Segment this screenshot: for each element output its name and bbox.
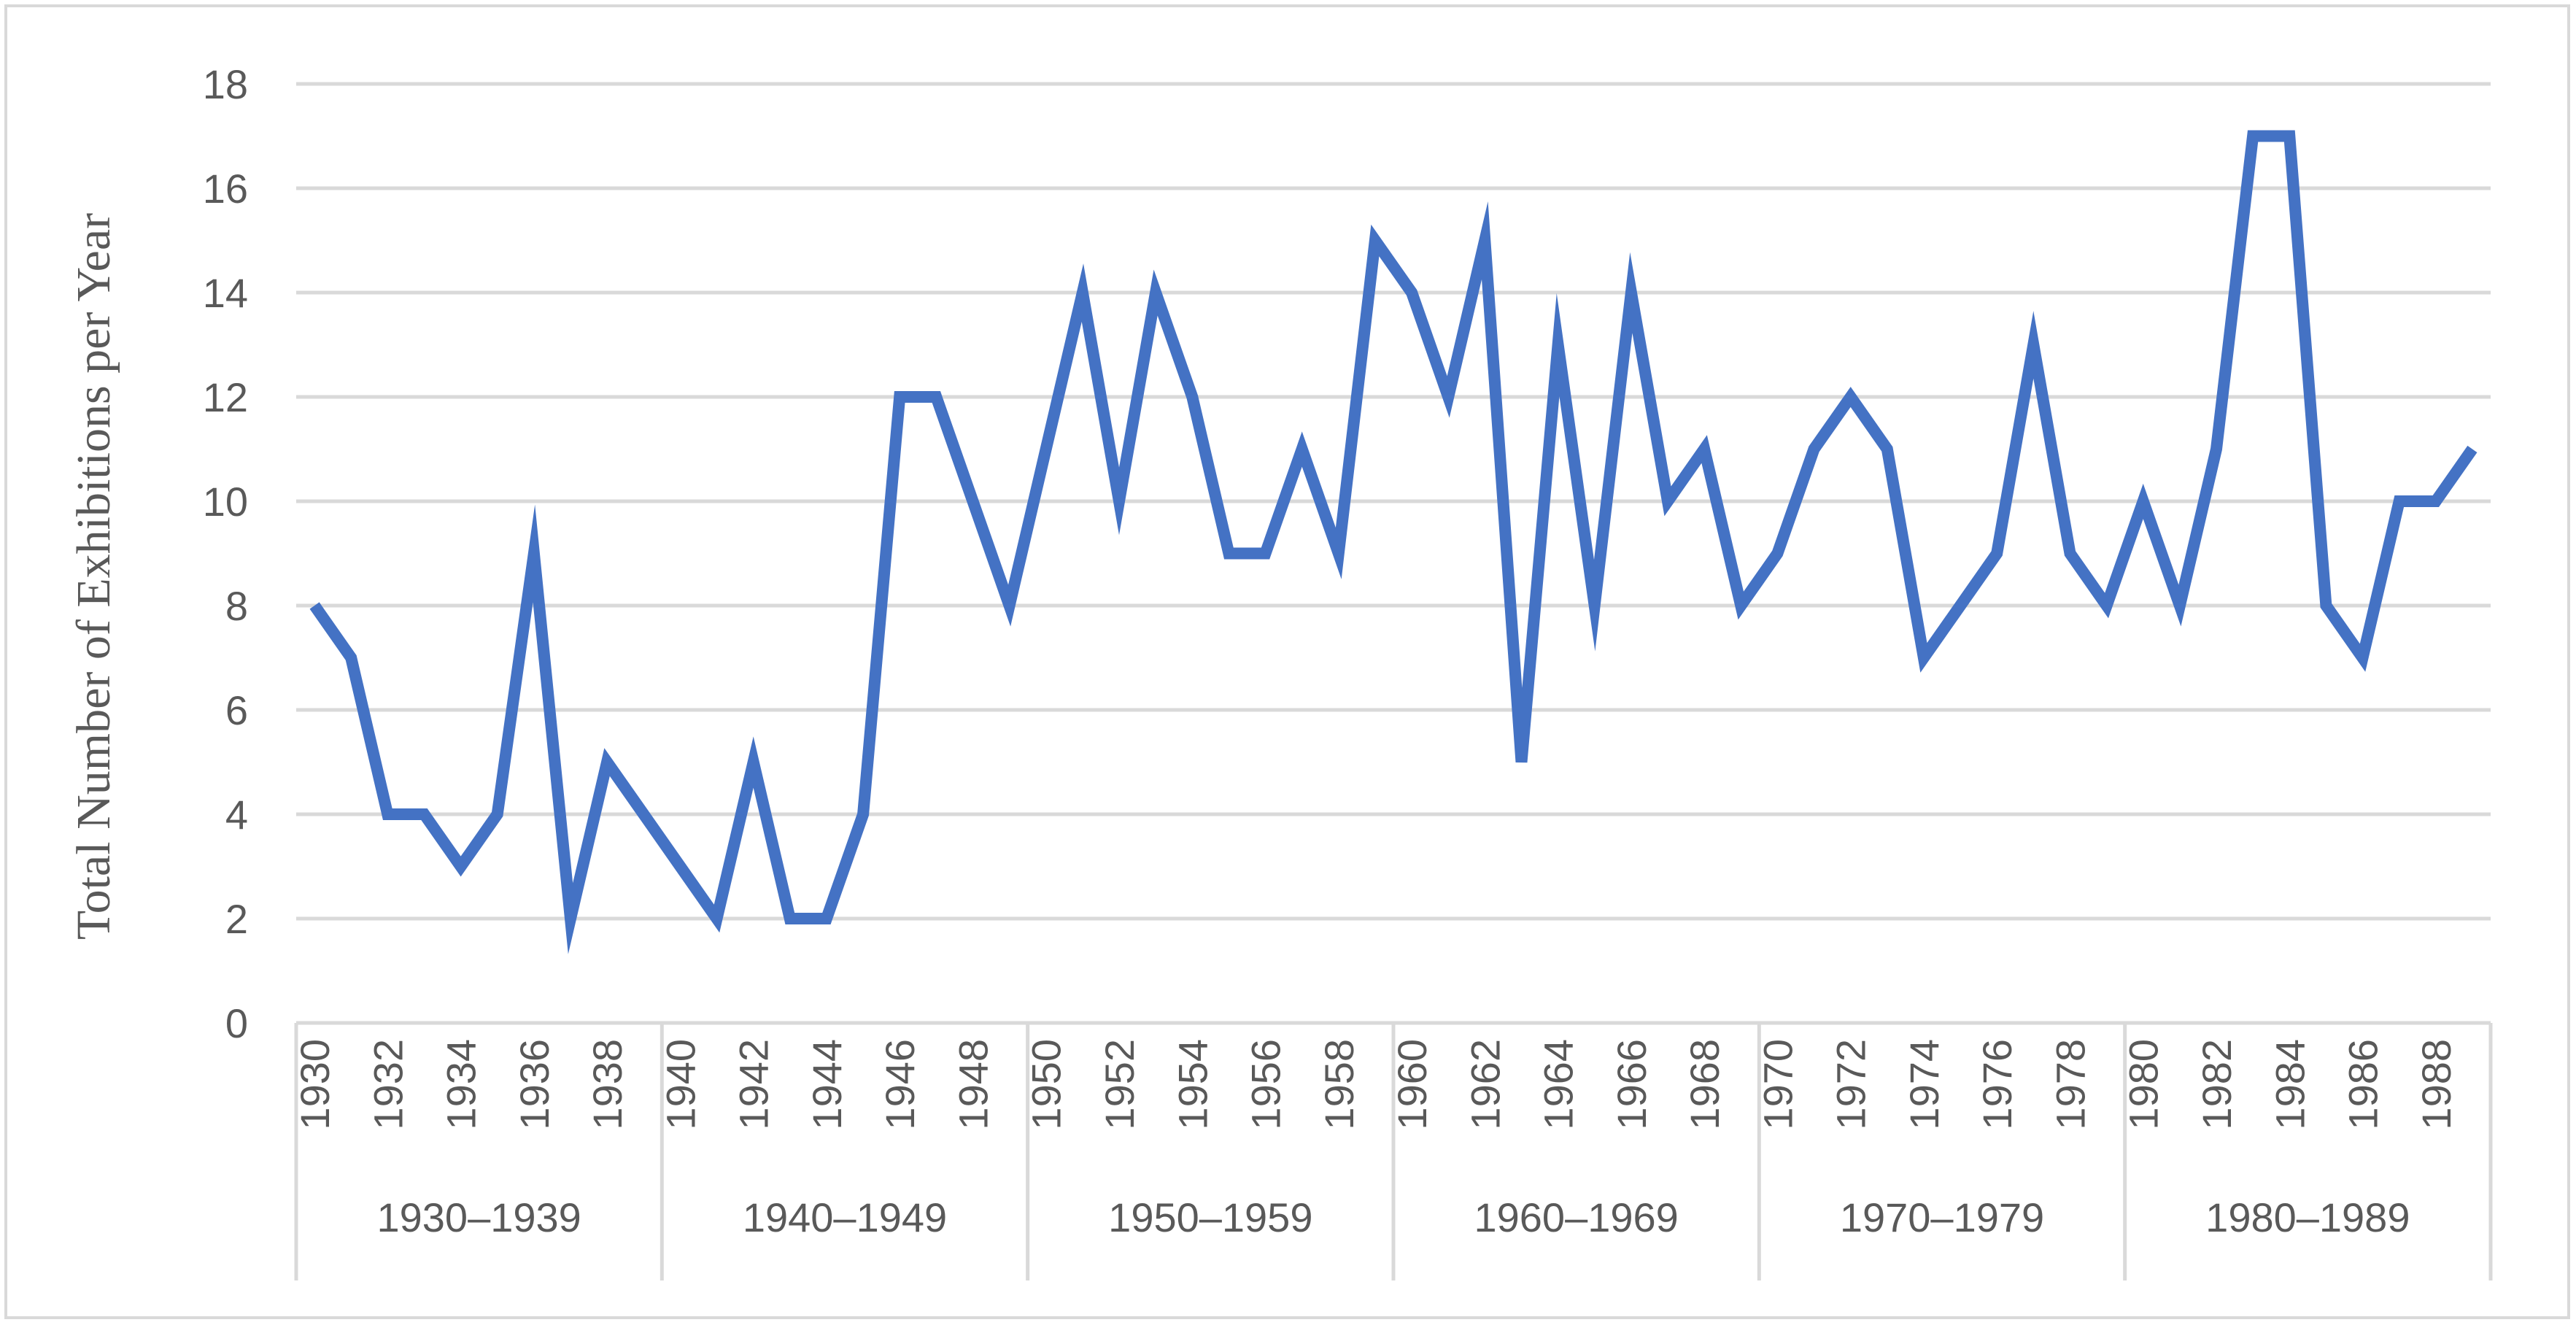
data-point bbox=[2362, 657, 2363, 658]
x-tick-label: 1958 bbox=[1316, 1039, 1362, 1130]
x-tick-label: 1970 bbox=[1755, 1039, 1801, 1130]
data-point bbox=[680, 866, 681, 867]
data-point bbox=[1923, 657, 1924, 658]
line-chart: 0 2 4 6 8 10 12 14 16 18 1930 1932 1934 1936 1938 1940… bbox=[67, 61, 2493, 1280]
y-tick-label: 8 bbox=[225, 583, 248, 629]
data-point bbox=[351, 657, 352, 658]
x-tick-label: 1984 bbox=[2267, 1039, 2313, 1130]
x-tick-label: 1948 bbox=[950, 1039, 996, 1130]
x-tick-label: 1966 bbox=[1609, 1039, 1655, 1130]
data-point bbox=[1338, 553, 1339, 554]
x-tick-label: 1952 bbox=[1096, 1039, 1142, 1130]
data-point bbox=[936, 397, 937, 398]
data-point bbox=[1777, 553, 1778, 554]
x-tick-label: 1940 bbox=[657, 1039, 703, 1130]
x-tick-label: 1930 bbox=[292, 1039, 338, 1130]
x-tick-label: 1950 bbox=[1024, 1039, 1070, 1130]
x-tick-label: 1988 bbox=[2413, 1039, 2459, 1130]
data-point bbox=[1192, 397, 1193, 398]
chart-frame: 0 2 4 6 8 10 12 14 16 18 1930 1932 1934 1936 1938 1940… bbox=[4, 4, 2570, 1319]
data-point bbox=[1374, 240, 1375, 241]
x-tick-label: 1972 bbox=[1828, 1039, 1874, 1130]
series-layer bbox=[309, 130, 2478, 954]
x-tick-label: 1956 bbox=[1243, 1039, 1289, 1130]
x-tick-label: 1932 bbox=[365, 1039, 411, 1130]
x-tick-label: 1962 bbox=[1462, 1039, 1508, 1130]
y-tick-label: 6 bbox=[225, 687, 248, 733]
x-group-label: 1940–1949 bbox=[743, 1194, 947, 1240]
x-tick-label: 1974 bbox=[1901, 1039, 1947, 1130]
y-tick-label: 0 bbox=[225, 1000, 248, 1046]
data-point bbox=[863, 814, 864, 815]
x-tick-label: 1986 bbox=[2340, 1039, 2386, 1130]
data-point bbox=[972, 501, 973, 502]
data-point bbox=[1448, 397, 1449, 398]
data-point bbox=[1119, 501, 1120, 502]
x-group-label: 1950–1959 bbox=[1108, 1194, 1312, 1240]
x-tick-label: 1946 bbox=[877, 1039, 923, 1130]
y-axis: 0 2 4 6 8 10 12 14 16 18 bbox=[203, 61, 248, 1046]
x-tick-label: 1934 bbox=[438, 1039, 484, 1130]
data-point bbox=[460, 866, 461, 867]
x-group-label: 1930–1939 bbox=[377, 1194, 581, 1240]
x-tick-label: 1944 bbox=[804, 1039, 850, 1130]
data-point bbox=[643, 814, 644, 815]
x-group-label: 1980–1989 bbox=[2205, 1194, 2410, 1240]
x-tick-label: 1954 bbox=[1169, 1039, 1215, 1130]
x-tick-label: 1976 bbox=[1974, 1039, 2020, 1130]
x-tick-label: 1978 bbox=[2047, 1039, 2093, 1130]
y-axis-title: Total Number of Exhibitions per Year bbox=[67, 213, 120, 940]
x-axis: 1930 1932 1934 1936 1938 1940 1942 1944 1946 1948… bbox=[292, 1021, 2493, 1280]
data-point bbox=[497, 814, 498, 815]
y-tick-label: 2 bbox=[225, 896, 248, 942]
x-tick-label: 1968 bbox=[1682, 1039, 1728, 1130]
data-point bbox=[2435, 501, 2436, 502]
x-tick-label: 1942 bbox=[731, 1039, 777, 1130]
series-line bbox=[309, 130, 2478, 954]
x-group-label: 1960–1969 bbox=[1474, 1194, 1679, 1240]
x-tick-label: 1964 bbox=[1536, 1039, 1582, 1130]
y-tick-label: 12 bbox=[203, 374, 248, 420]
y-tick-label: 10 bbox=[203, 479, 248, 525]
y-tick-label: 4 bbox=[225, 792, 248, 838]
x-tick-label: 1982 bbox=[2194, 1039, 2240, 1130]
data-point bbox=[1265, 553, 1266, 554]
y-tick-label: 18 bbox=[203, 61, 248, 107]
data-point bbox=[533, 553, 534, 554]
gridlines bbox=[296, 82, 2491, 921]
data-point bbox=[1850, 397, 1851, 398]
x-tick-label: 1938 bbox=[584, 1039, 630, 1130]
x-tick-label: 1936 bbox=[511, 1039, 557, 1130]
data-point bbox=[2033, 344, 2034, 345]
data-point bbox=[387, 814, 388, 815]
y-tick-label: 14 bbox=[203, 270, 248, 316]
y-tick-label: 16 bbox=[203, 166, 248, 212]
x-tick-label: 1980 bbox=[2121, 1039, 2167, 1130]
x-group-label: 1970–1979 bbox=[1840, 1194, 2044, 1240]
data-point bbox=[424, 814, 425, 815]
x-tick-label: 1960 bbox=[1389, 1039, 1435, 1130]
